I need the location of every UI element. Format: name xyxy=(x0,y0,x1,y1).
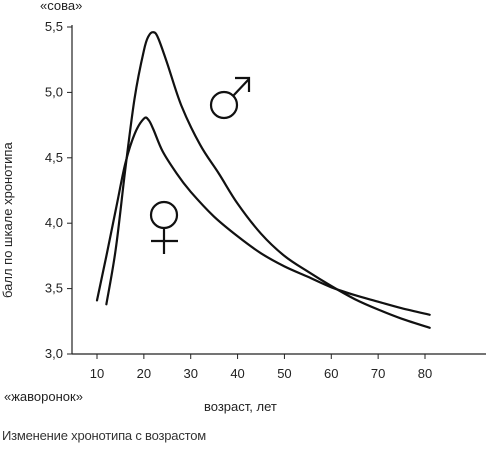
x-tick-label: 60 xyxy=(324,366,338,381)
chart-symbols xyxy=(149,76,251,254)
male-symbol-arrowhead xyxy=(235,76,251,92)
x-tick-label: 80 xyxy=(418,366,432,381)
y-tick-label: 4,5 xyxy=(45,150,63,165)
chart-axes xyxy=(71,25,486,355)
x-axis-label: возраст, лет xyxy=(204,399,277,414)
y-tick-label: 3,0 xyxy=(45,346,63,361)
y-tick-label: 3,5 xyxy=(45,281,63,296)
male-symbol-circle xyxy=(209,90,239,120)
y-tick-label: 5,0 xyxy=(45,84,63,99)
y-bottom-note: «жаворонок» xyxy=(4,389,83,404)
x-tick-label: 20 xyxy=(137,366,151,381)
male-symbol-icon xyxy=(209,76,251,120)
y-axis-label: балл по шкале хронотипа xyxy=(0,142,15,298)
chart-series xyxy=(95,31,431,329)
x-tick-label: 10 xyxy=(90,366,104,381)
y-tick-label: 5,5 xyxy=(45,19,63,34)
x-tick-label: 40 xyxy=(230,366,244,381)
x-tick-label: 70 xyxy=(371,366,385,381)
chart-ticks: 10 20 30 40 50 60 70 80 3,0 3,5 4,0 4,5 5,0 5,5 xyxy=(45,19,432,381)
figure-caption: Изменение хронотипа с возрастом xyxy=(2,428,206,443)
y-top-note: «сова» xyxy=(40,0,82,13)
series-line-male xyxy=(105,31,431,329)
y-tick-label: 4,0 xyxy=(45,215,63,230)
series-line-female xyxy=(95,116,431,316)
x-tick-label: 50 xyxy=(277,366,291,381)
male-symbol-shaft xyxy=(232,78,250,97)
female-symbol-icon xyxy=(149,200,179,254)
female-symbol-circle xyxy=(149,200,179,230)
x-tick-label: 30 xyxy=(183,366,197,381)
